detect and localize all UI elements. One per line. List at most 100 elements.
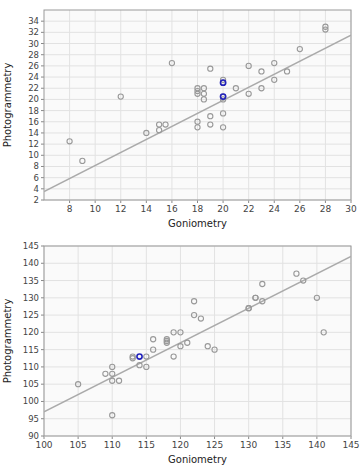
tick-label: 2	[34, 195, 39, 205]
tick-label: 145	[342, 440, 359, 450]
point	[198, 316, 203, 321]
grid-line	[44, 177, 351, 178]
point	[116, 378, 121, 383]
tick-label: 115	[138, 440, 155, 450]
grid-line	[299, 10, 300, 200]
plot-area	[44, 10, 351, 200]
tick-label: 120	[172, 440, 189, 450]
tick-label: 135	[23, 276, 39, 286]
point	[171, 330, 176, 335]
point	[191, 312, 196, 317]
grid-line	[44, 144, 351, 145]
point	[284, 69, 289, 74]
tick-label: 100	[35, 440, 52, 450]
grid-line	[44, 110, 351, 111]
point	[259, 86, 264, 91]
grid-line	[146, 246, 147, 436]
grid-line	[44, 349, 351, 350]
grid-line	[44, 99, 351, 100]
point	[201, 91, 206, 96]
point	[76, 382, 81, 387]
point	[321, 330, 326, 335]
tick-label: 24	[28, 72, 39, 82]
tick-label: 20	[217, 204, 229, 214]
grid-line	[274, 10, 275, 200]
tick-label: 95	[28, 414, 39, 424]
grid-line	[44, 384, 351, 385]
point	[314, 295, 319, 300]
point	[297, 47, 302, 52]
tick-label: 16	[166, 204, 178, 214]
point	[253, 295, 258, 300]
tick-label: 32	[28, 27, 39, 37]
point	[272, 60, 277, 65]
tick-label: 120	[23, 327, 39, 337]
tick-label: 28	[28, 50, 39, 60]
point	[259, 69, 264, 74]
point	[253, 295, 258, 300]
tick-label: 14	[28, 128, 39, 138]
chart: 1001051101151201251301351401459095100105…	[2, 241, 360, 465]
grid-line	[197, 10, 198, 200]
grid-line	[44, 65, 351, 66]
grid-line	[223, 10, 224, 200]
grid-line	[44, 263, 351, 264]
tick-label: 28	[320, 204, 332, 214]
point	[178, 330, 183, 335]
point	[201, 97, 206, 102]
point	[208, 66, 213, 71]
point	[144, 130, 149, 135]
grid-line	[44, 32, 351, 33]
grid-line	[44, 155, 351, 156]
point	[169, 60, 174, 65]
point	[220, 94, 225, 99]
point	[151, 347, 156, 352]
grid-line	[44, 121, 351, 122]
point	[118, 94, 123, 99]
point	[157, 128, 162, 133]
point	[185, 340, 190, 345]
point	[201, 86, 206, 91]
point	[110, 364, 115, 369]
x-axis-label: Goniometry	[168, 218, 227, 229]
tick-label: 110	[23, 362, 39, 372]
tick-label: 10	[89, 204, 101, 214]
grid-line	[44, 315, 351, 316]
tick-label: 130	[240, 440, 257, 450]
point	[137, 354, 142, 359]
tick-label: 100	[23, 396, 39, 406]
point	[220, 125, 225, 130]
point	[151, 337, 156, 342]
grid-line	[214, 246, 215, 436]
grid-line	[120, 10, 121, 200]
point	[195, 119, 200, 124]
point	[80, 158, 85, 163]
tick-label: 115	[23, 345, 39, 355]
grid-line	[69, 10, 70, 200]
grid-line	[282, 246, 283, 436]
point	[323, 27, 328, 32]
tick-label: 10	[28, 150, 39, 160]
point	[144, 354, 149, 359]
tick-label: 105	[23, 379, 39, 389]
tick-label: 14	[141, 204, 153, 214]
chart: 8101214161820222426283024681012141618202…	[2, 10, 357, 229]
tick-label: 12	[28, 139, 39, 149]
tick-label: 6	[34, 173, 39, 183]
x-axis-label: Goniometry	[168, 454, 227, 465]
tick-label: 20	[28, 94, 39, 104]
grid-line	[78, 246, 79, 436]
grid-line	[44, 401, 351, 402]
point	[67, 139, 72, 144]
grid-line	[248, 10, 249, 200]
plot-frame	[44, 246, 351, 436]
tick-label: 30	[28, 39, 39, 49]
tick-label: 24	[269, 204, 281, 214]
grid-line	[44, 132, 351, 133]
grid-line	[325, 10, 326, 200]
tick-label: 26	[294, 204, 306, 214]
data-area	[44, 256, 351, 418]
tick-label: 8	[67, 204, 73, 214]
point	[195, 86, 200, 91]
tick-label: 18	[192, 204, 204, 214]
